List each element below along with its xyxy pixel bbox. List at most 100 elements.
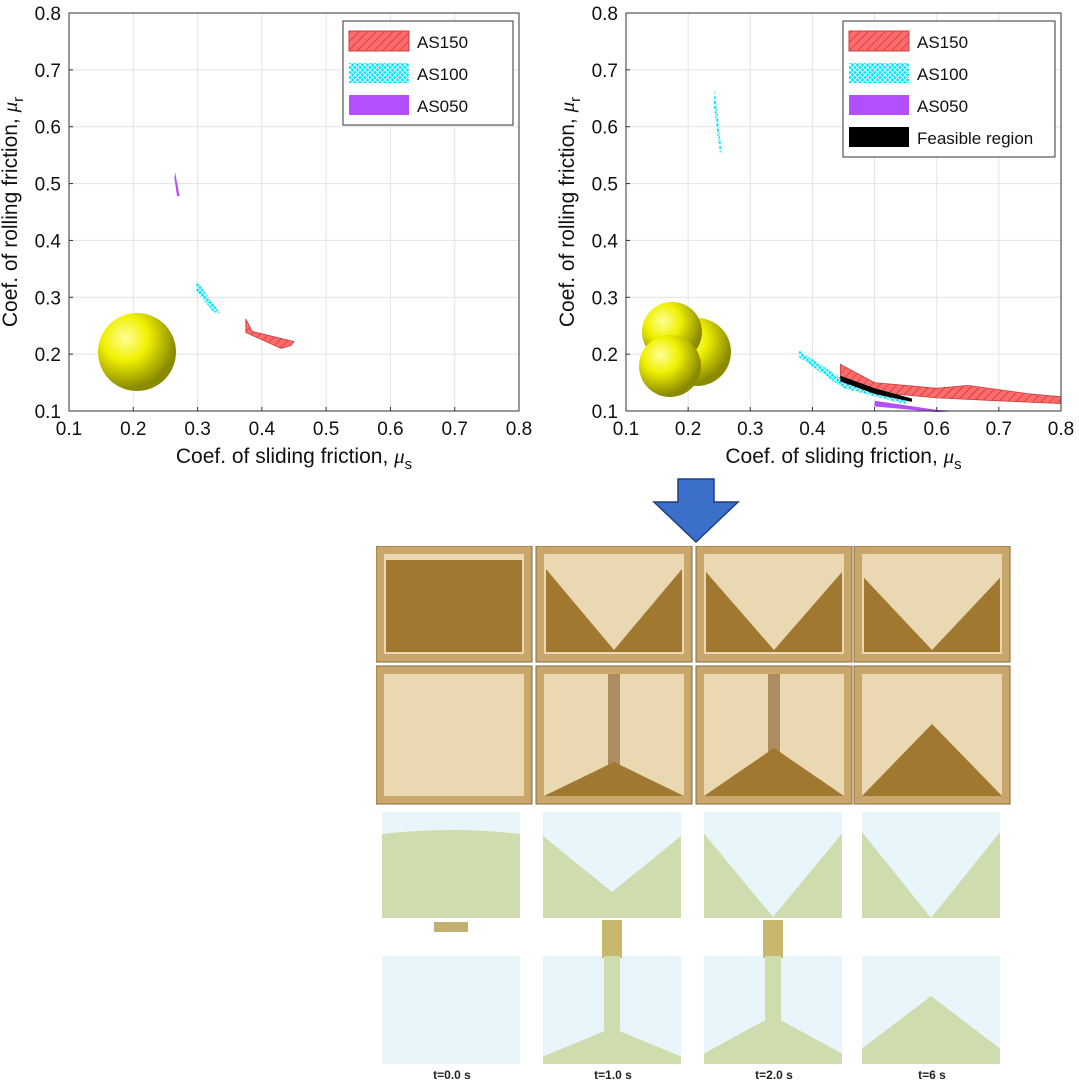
legend-swatch xyxy=(349,63,409,83)
region-as100-2 xyxy=(713,89,722,153)
bottom-pile xyxy=(862,724,1002,796)
y-axis-symbol: μ xyxy=(555,102,579,114)
legend: AS150 AS100 AS050 Feasible region xyxy=(842,20,1056,158)
y-axis-symbol: μ xyxy=(0,102,22,114)
legend-entry: Feasible region xyxy=(917,129,1033,148)
y-tick-label: 0.1 xyxy=(35,402,61,423)
top-sand xyxy=(386,560,522,652)
region-as100 xyxy=(196,280,221,314)
y-tick-label: 0.8 xyxy=(35,4,61,25)
experiment-photos xyxy=(376,546,1011,805)
sim-top-particles xyxy=(704,833,842,918)
legend-entry: AS150 xyxy=(417,33,468,52)
sim-pile xyxy=(704,1016,842,1064)
sim-frame-2 xyxy=(704,812,842,1064)
y-tick-label: 0.6 xyxy=(592,118,618,139)
x-tick-label: 0.7 xyxy=(986,419,1012,440)
x-axis-symbol: μ xyxy=(943,444,955,468)
x-tick-label: 0.2 xyxy=(675,419,701,440)
y-tick-label: 0.7 xyxy=(35,61,61,82)
y-tick-label: 0.1 xyxy=(592,402,618,423)
photo-frame-3 xyxy=(853,546,1011,805)
sim-pile xyxy=(862,996,1000,1064)
sim-stream xyxy=(765,956,781,1036)
clump-sphere-icon xyxy=(639,335,701,397)
x-tick-label: 0.8 xyxy=(1048,419,1074,440)
x-tick-label: 0.1 xyxy=(56,419,82,440)
y-tick-label: 0.2 xyxy=(592,345,618,366)
falling-stream xyxy=(608,674,620,773)
sim-top-particles xyxy=(862,832,1000,918)
x-axis-subscript: s xyxy=(954,456,962,473)
x-axis-label: Coef. of sliding friction, μs xyxy=(725,444,961,473)
x-tick-label: 0.5 xyxy=(313,419,339,440)
axes-frame xyxy=(625,12,1062,412)
legend: AS150 AS100 AS050 xyxy=(342,20,514,126)
sim-frame-0 xyxy=(382,812,520,1064)
y-tick-label: 0.7 xyxy=(592,61,618,82)
x-tick-label: 0.3 xyxy=(184,419,210,440)
falling-stream xyxy=(768,674,780,763)
time-label-2: t=2.0 s xyxy=(755,1068,793,1082)
legend-swatch xyxy=(848,30,910,52)
y-tick-label: 0.4 xyxy=(592,231,619,252)
bottom-pile xyxy=(704,748,844,796)
top-sand xyxy=(706,572,842,652)
y-tick-label: 0.5 xyxy=(592,175,618,196)
legend-swatch xyxy=(349,95,409,115)
y-tick-label: 0.4 xyxy=(35,231,62,252)
photo-frame-2 xyxy=(695,546,853,805)
x-tick-label: 0.6 xyxy=(377,419,403,440)
sim-frame-3 xyxy=(862,812,1000,1064)
photo-frame-1 xyxy=(535,546,693,805)
region-as150 xyxy=(245,318,295,349)
chart-single-sphere: 0.1 0.2 0.3 0.4 0.5 0.6 0.7 0.8 0.1 0.2 0.3 0.4 0.5 0… xyxy=(0,4,532,473)
sim-plug xyxy=(434,922,468,932)
friction-charts: 0.1 0.2 0.3 0.4 0.5 0.6 0.7 0.8 0.1 0.2 0.3 0.4 0.5 0… xyxy=(0,4,1074,473)
photo-frame-0 xyxy=(376,546,533,805)
legend-entry: AS050 xyxy=(917,97,968,116)
sim-top-particles xyxy=(543,836,681,918)
x-tick-label: 0.1 xyxy=(613,419,639,440)
top-sand xyxy=(864,577,1000,652)
legend-entry: AS100 xyxy=(917,65,968,84)
bottom-pile xyxy=(544,762,684,796)
x-tick-label: 0.7 xyxy=(442,419,468,440)
top-sand xyxy=(546,569,682,652)
legend-swatch xyxy=(348,30,410,52)
y-axis-subscript: r xyxy=(567,97,584,102)
time-label-0: t=0.0 s xyxy=(433,1068,471,1082)
x-axis-label: Coef. of sliding friction, μs xyxy=(176,444,412,473)
sim-top-particles xyxy=(382,830,520,918)
x-tick-label: 0.3 xyxy=(737,419,763,440)
time-label-1: t=1.0 s xyxy=(594,1068,632,1082)
x-axis-subscript: s xyxy=(405,456,413,473)
y-axis-label: Coef. of rolling friction, μr xyxy=(555,97,584,327)
sphere-particle-icon xyxy=(98,313,176,391)
x-tick-label: 0.2 xyxy=(120,419,146,440)
sim-neck xyxy=(602,920,622,958)
y-axis-label: Coef. of rolling friction, μr xyxy=(0,97,27,327)
legend-swatch xyxy=(849,95,909,115)
region-feasible-region xyxy=(840,375,912,402)
sim-bottom-bg xyxy=(382,956,520,1064)
y-tick-label: 0.2 xyxy=(35,345,61,366)
x-tick-label: 0.8 xyxy=(506,419,532,440)
legend-entry: AS050 xyxy=(417,97,468,116)
x-tick-label: 0.5 xyxy=(861,419,887,440)
chart-clump-particle: 0.1 0.2 0.3 0.4 0.5 0.6 0.7 0.8 0.1 0.2 0.3 0.4 0.5 0… xyxy=(555,4,1074,473)
x-tick-label: 0.4 xyxy=(249,419,276,440)
sim-pile xyxy=(543,1028,681,1064)
x-axis-symbol: μ xyxy=(393,444,405,468)
sim-frame-1 xyxy=(543,812,681,1064)
region-as050 xyxy=(174,172,180,197)
arrow-icon xyxy=(652,478,740,544)
sim-neck xyxy=(763,920,783,958)
bottom-box-inner xyxy=(384,674,524,796)
legend-entry: AS150 xyxy=(917,33,968,52)
legend-entry: AS100 xyxy=(417,65,468,84)
y-tick-label: 0.3 xyxy=(592,288,618,309)
axes-frame xyxy=(68,12,520,412)
legend-swatch xyxy=(849,127,909,147)
y-axis-subscript: r xyxy=(10,97,27,102)
